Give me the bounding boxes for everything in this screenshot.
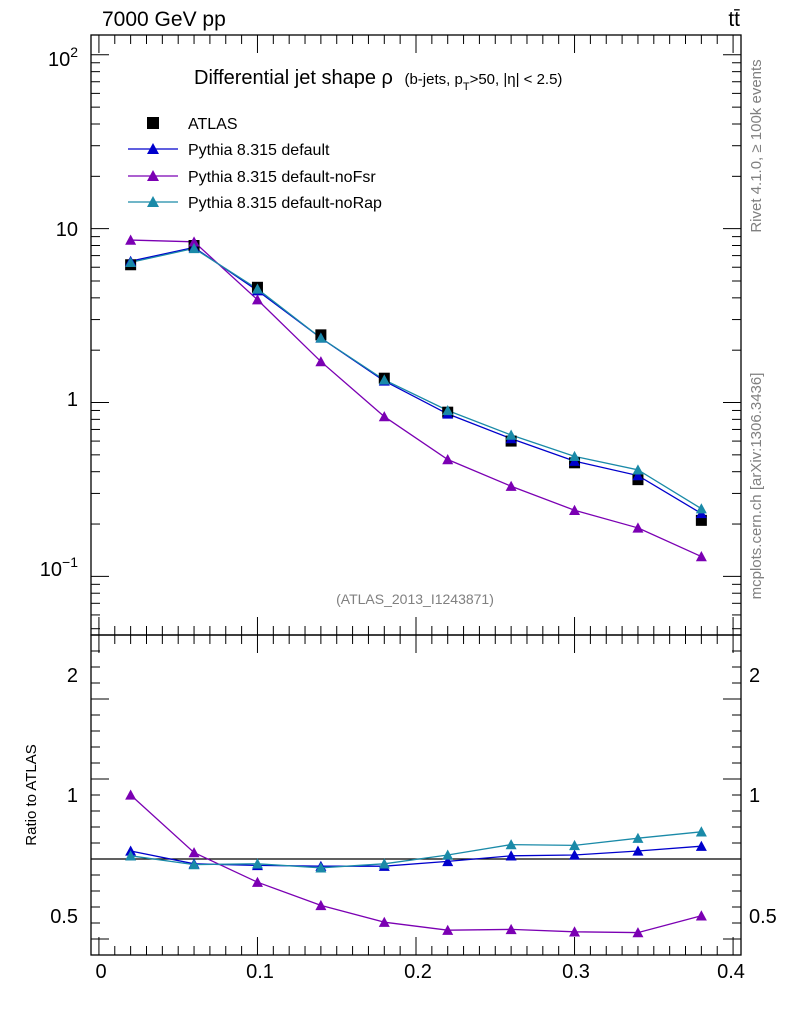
ratio-point-pythia-8-315-default-nofsr: [695, 910, 707, 921]
main-point-pythia-8-315-default-norap: [251, 283, 263, 294]
main-ytick-label-1: 1: [67, 389, 78, 411]
analysis-id: (ATLAS_2013_I1243871): [336, 591, 494, 607]
ratio-line-pythia-8-315-default-nofsr: [130, 794, 702, 934]
ratio-point-pythia-8-315-default-norap: [695, 826, 707, 837]
ratio-series: [125, 789, 707, 938]
ratio-point-pythia-8-315-default-norap: [442, 849, 454, 860]
main-point-pythia-8-315-default-nofsr: [378, 411, 390, 422]
main-point-pythia-8-315-default-nofsr: [505, 480, 517, 491]
ratio-point-pythia-8-315-default-nofsr: [188, 847, 200, 858]
ratio-point-pythia-8-315-default-norap: [569, 839, 581, 851]
main-panel: 102 10 1 10−1: [40, 34, 742, 636]
ratio-point-pythia-8-315-default-nofsr: [442, 924, 454, 935]
ratio-point-pythia-8-315-default-norap: [251, 858, 263, 869]
plot-title-cut-prefix: (b-jets, p: [404, 71, 462, 88]
ratio-ticks: [91, 634, 741, 956]
x-ticklabels: 0 0.1 0.2 0.3 0.4: [95, 961, 744, 983]
main-point-pythia-8-315-default-nofsr: [188, 236, 200, 247]
rivet-version-label: Rivet 4.1.0, ≥ 100k events: [748, 59, 765, 232]
ratio-point-pythia-8-315-default: [632, 845, 644, 856]
ratio-panel: 2 1 0.5 2 1 0.5 0 0.1 0.2 0.3 0.4: [50, 634, 777, 983]
xtick-label-0.2: 0.2: [404, 961, 432, 983]
main-ytick-label-100: 102: [48, 44, 78, 71]
ratio-point-pythia-8-315-default-norap: [378, 858, 390, 869]
main-point-pythia-8-315-default-nofsr: [251, 294, 263, 305]
main-ticks: [91, 35, 741, 635]
legend-label-norap: Pythia 8.315 default-noRap: [188, 195, 382, 212]
legend-label-nofsr: Pythia 8.315 default-noFsr: [188, 169, 376, 186]
ratio-ticklabels: 2 1 0.5 2 1 0.5: [50, 665, 777, 928]
main-ticklabels: 102 10 1 10−1: [40, 44, 78, 581]
legend-marker-default: [147, 143, 159, 154]
ratio-point-pythia-8-315-default-nofsr: [378, 916, 390, 927]
main-point-atlas: [695, 514, 707, 526]
ratio-point-pythia-8-315-default: [695, 840, 707, 851]
plot-title: Differential jet shape ρ (b-jets, pT>50,…: [194, 67, 562, 93]
main-point-pythia-8-315-default-nofsr: [695, 551, 707, 562]
header-right: tt̄: [728, 8, 740, 31]
xtick-label-0.3: 0.3: [562, 961, 590, 983]
header-left: 7000 GeV pp: [102, 8, 226, 31]
main-point-pythia-8-315-default-nofsr: [569, 504, 581, 515]
main-point-pythia-8-315-default-norap: [315, 332, 327, 343]
ratio-point-pythia-8-315-default-norap: [505, 839, 517, 850]
xtick-label-0: 0: [95, 961, 106, 983]
xtick-label-0.1: 0.1: [246, 961, 274, 983]
main-point-pythia-8-315-default-norap: [188, 242, 200, 254]
main-point-pythia-8-315-default-nofsr: [632, 522, 644, 533]
mcplots-label: mcplots.cern.ch [arXiv:1306.3436]: [748, 373, 765, 600]
legend: ATLAS Pythia 8.315 default Pythia 8.315 …: [128, 116, 382, 212]
main-ytick-label-0.1: 10−1: [40, 554, 78, 581]
ratio-ylabel: Ratio to ATLAS: [23, 744, 40, 845]
plot-title-main: Differential jet shape ρ: [194, 67, 393, 89]
ratio-point-pythia-8-315-default: [569, 849, 581, 860]
legend-marker-nofsr: [147, 170, 159, 181]
ratio-point-pythia-8-315-default-nofsr: [505, 923, 517, 935]
main-point-pythia-8-315-default: [632, 470, 644, 481]
ratio-ytick-label-2: 2: [67, 665, 78, 687]
main-line-pythia-8-315-default: [130, 246, 702, 515]
ratio-point-pythia-8-315-default-nofsr: [315, 899, 327, 911]
ratio-ytick-label-1: 1: [67, 785, 78, 807]
ratio-ytick-label-2-right: 2: [749, 665, 760, 687]
main-point-pythia-8-315-default-norap: [505, 429, 517, 440]
ratio-point-pythia-8-315-default: [442, 855, 454, 867]
ratio-point-pythia-8-315-default-nofsr: [632, 927, 644, 938]
ratio-point-pythia-8-315-default-nofsr: [569, 926, 581, 937]
ratio-point-pythia-8-315-default: [505, 850, 517, 861]
main-point-pythia-8-315-default-norap: [632, 464, 644, 475]
main-series: [125, 234, 707, 562]
legend-label-default: Pythia 8.315 default: [188, 142, 330, 159]
ratio-frame: [90, 634, 742, 956]
main-point-pythia-8-315-default-nofsr: [315, 356, 327, 367]
main-point-pythia-8-315-default-norap: [125, 256, 137, 268]
main-line-pythia-8-315-default-nofsr: [130, 239, 702, 558]
ratio-ytick-label-0.5-right: 0.5: [749, 906, 777, 928]
legend-marker-atlas: [147, 117, 159, 129]
ratio-ytick-label-1-right: 1: [749, 785, 760, 807]
ratio-point-pythia-8-315-default-nofsr: [125, 789, 137, 800]
legend-label-atlas: ATLAS: [188, 116, 238, 133]
legend-marker-norap: [147, 196, 159, 207]
ratio-point-pythia-8-315-default-norap: [188, 859, 200, 870]
ratio-point-pythia-8-315-default-nofsr: [251, 876, 263, 887]
ratio-point-pythia-8-315-default-norap: [125, 850, 137, 861]
main-point-pythia-8-315-default-norap: [442, 404, 454, 416]
main-point-pythia-8-315-default-norap: [695, 503, 707, 514]
plot-title-cut-suffix: >50, |η| < 2.5): [470, 71, 563, 88]
ratio-point-pythia-8-315-default-norap: [315, 862, 327, 873]
main-line-pythia-8-315-default-norap: [130, 247, 702, 510]
ratio-line-pythia-8-315-default-norap: [130, 831, 702, 869]
main-point-pythia-8-315-default-norap: [569, 450, 581, 462]
xtick-label-0.4: 0.4: [717, 961, 745, 983]
main-point-pythia-8-315-default-nofsr: [442, 454, 454, 465]
plot-title-cut-sub: T: [463, 81, 470, 93]
main-point-pythia-8-315-default-norap: [378, 374, 390, 385]
main-ytick-label-10: 10: [56, 219, 78, 241]
main-point-pythia-8-315-default-nofsr: [125, 234, 137, 245]
ratio-ytick-label-0.5: 0.5: [50, 906, 78, 928]
ratio-point-pythia-8-315-default-norap: [632, 832, 644, 843]
